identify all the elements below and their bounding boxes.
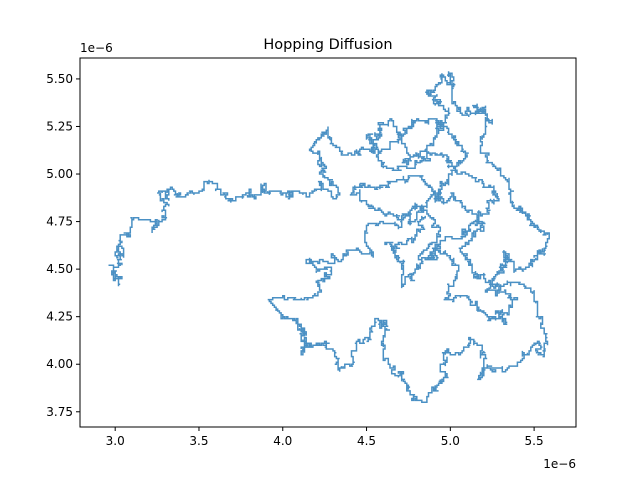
y-axis: 3.75 4.00 4.25 4.50 4.75 5.00 5.25 5.50 [46, 72, 80, 419]
y-tick-label: 4.00 [46, 357, 73, 371]
series-line [108, 71, 550, 404]
x-tick-label: 5.5 [525, 434, 544, 448]
y-tick-label: 5.50 [46, 72, 73, 86]
chart-title: Hopping Diffusion [263, 37, 392, 53]
y-offset-label: 1e−6 [80, 41, 113, 55]
y-tick-label: 4.25 [46, 310, 73, 324]
series-layer [108, 71, 550, 404]
x-tick-label: 3.0 [106, 434, 125, 448]
y-tick-label: 3.75 [46, 405, 73, 419]
x-tick-label: 4.5 [357, 434, 376, 448]
x-axis: 3.0 3.5 4.0 4.5 5.0 5.5 [106, 427, 544, 448]
plot-frame [79, 57, 577, 428]
y-tick-label: 4.75 [46, 215, 73, 229]
y-tick-label: 5.00 [46, 167, 73, 181]
y-tick-label: 5.25 [46, 119, 73, 133]
x-tick-label: 4.0 [273, 434, 292, 448]
x-tick-label: 5.0 [441, 434, 460, 448]
y-tick-label: 4.50 [46, 262, 73, 276]
x-tick-label: 3.5 [189, 434, 208, 448]
x-offset-label: 1e−6 [543, 457, 576, 471]
